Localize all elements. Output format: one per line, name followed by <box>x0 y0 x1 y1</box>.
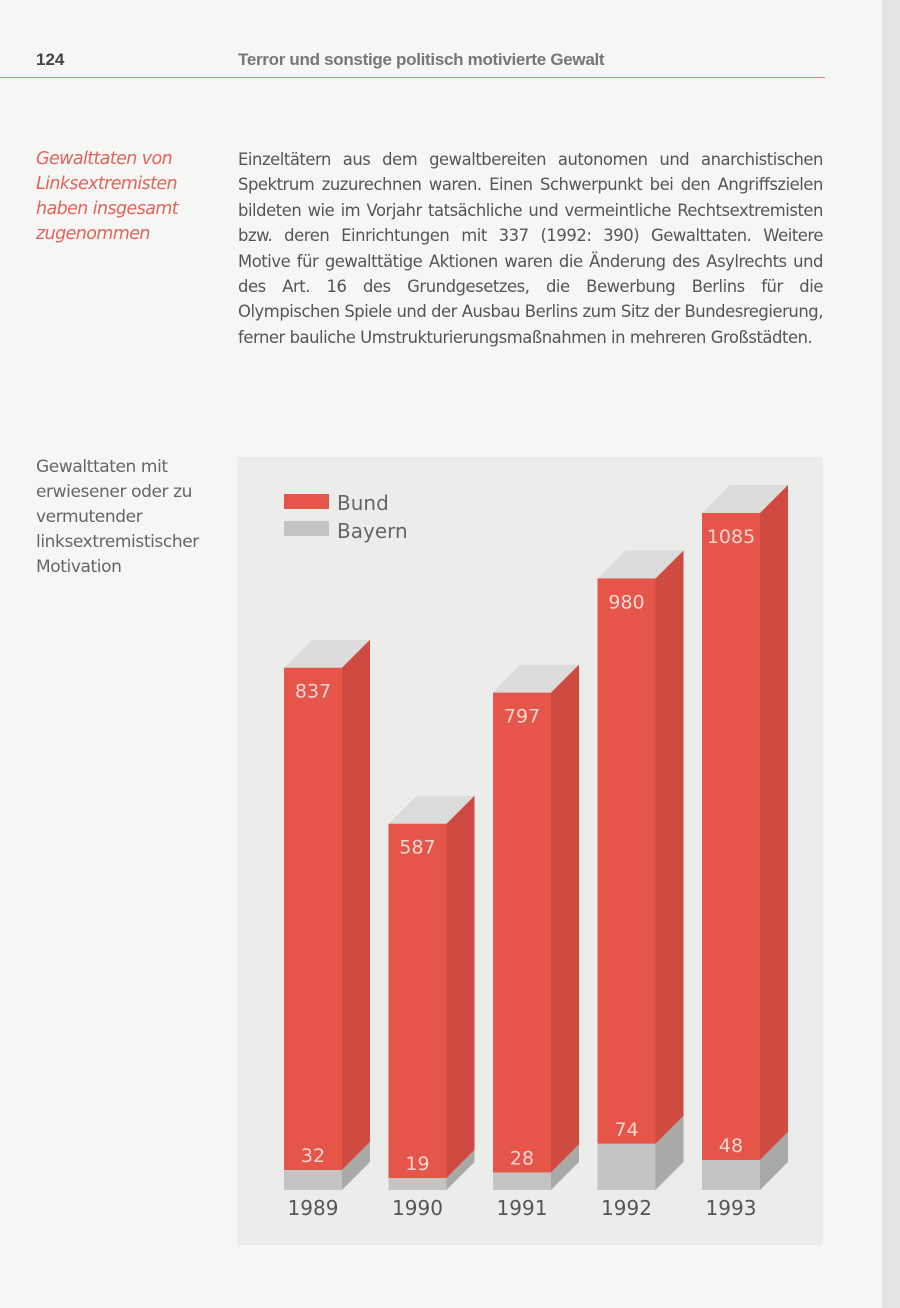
page-edge <box>882 0 900 1308</box>
x-tick-1989: 1989 <box>288 1196 339 1220</box>
bar-bayern-1992 <box>597 1143 656 1190</box>
bar-top-1993 <box>702 484 788 513</box>
label-bund-1991: 797 <box>504 706 540 728</box>
label-bund-1993: 1085 <box>707 526 755 548</box>
bar-side-bund-1989 <box>342 639 370 1171</box>
label-bund-1990: 587 <box>399 837 435 859</box>
bar-bayern-1990 <box>388 1178 447 1190</box>
bar-top-1991 <box>493 664 579 693</box>
x-tick-1990: 1990 <box>392 1196 443 1220</box>
body-paragraph: Einzeltätern aus dem gewaltbereiten auto… <box>238 150 823 347</box>
bar-chart: Bund Bayern 837 32 1989 587 19 1990 797 28 1991 9… <box>284 484 788 1220</box>
x-tick-1992: 1992 <box>601 1196 652 1220</box>
bar-bund-1992 <box>597 578 656 1144</box>
legend-label-bayern: Bayern <box>337 519 408 543</box>
running-title: Terror und sonstige politisch motivierte… <box>238 50 605 69</box>
legend-label-bund: Bund <box>337 491 389 515</box>
bar-bayern-1991 <box>493 1172 551 1190</box>
bar-side-bayern-1992 <box>655 1115 684 1190</box>
label-bayern-1989: 32 <box>301 1145 325 1167</box>
header-rule <box>0 77 825 78</box>
bar-side-bund-1991 <box>551 664 579 1173</box>
page-number: 124 <box>36 50 65 69</box>
bar-side-bayern-1990 <box>446 1150 475 1190</box>
legend: Bund Bayern <box>284 491 408 543</box>
label-bayern-1991: 28 <box>510 1148 534 1170</box>
bar-bund-1993 <box>702 512 760 1161</box>
bar-side-bund-1990 <box>446 795 475 1178</box>
bar-side-bayern-1993 <box>760 1132 788 1190</box>
x-tick-1991: 1991 <box>497 1196 548 1220</box>
bar-side-bund-1993 <box>760 484 788 1161</box>
label-bund-1989: 837 <box>295 681 331 703</box>
legend-swatch-bund <box>284 494 329 509</box>
bar-bayern-1989 <box>284 1170 342 1190</box>
bar-side-bayern-1991 <box>551 1144 579 1190</box>
label-bayern-1993: 48 <box>719 1135 743 1157</box>
bar-top-1990 <box>388 795 475 824</box>
bar-side-bund-1992 <box>655 550 684 1144</box>
chart-panel: Bund Bayern 837 32 1989 587 19 1990 797 28 1991 9… <box>237 457 823 1245</box>
bar-bayern-1993 <box>702 1160 760 1190</box>
chart-caption: Gewalttaten mit erwiesener oder zu vermu… <box>36 457 199 577</box>
bar-side-bayern-1989 <box>342 1142 370 1190</box>
bar-top-1992 <box>597 550 684 579</box>
label-bayern-1992: 74 <box>614 1119 638 1141</box>
label-bayern-1990: 19 <box>405 1153 429 1175</box>
bar-bund-1989 <box>284 667 342 1171</box>
x-tick-1993: 1993 <box>706 1196 757 1220</box>
bar-bund-1991 <box>493 692 551 1173</box>
bar-top-1989 <box>284 639 370 668</box>
bar-bund-1990 <box>388 823 447 1178</box>
bars: 837 32 1989 587 19 1990 797 28 1991 980 74 1992 1085… <box>284 484 788 1220</box>
margin-note: Gewalttaten von Linksextremisten haben i… <box>36 149 179 244</box>
label-bund-1992: 980 <box>608 591 644 613</box>
legend-swatch-bayern <box>284 521 329 536</box>
